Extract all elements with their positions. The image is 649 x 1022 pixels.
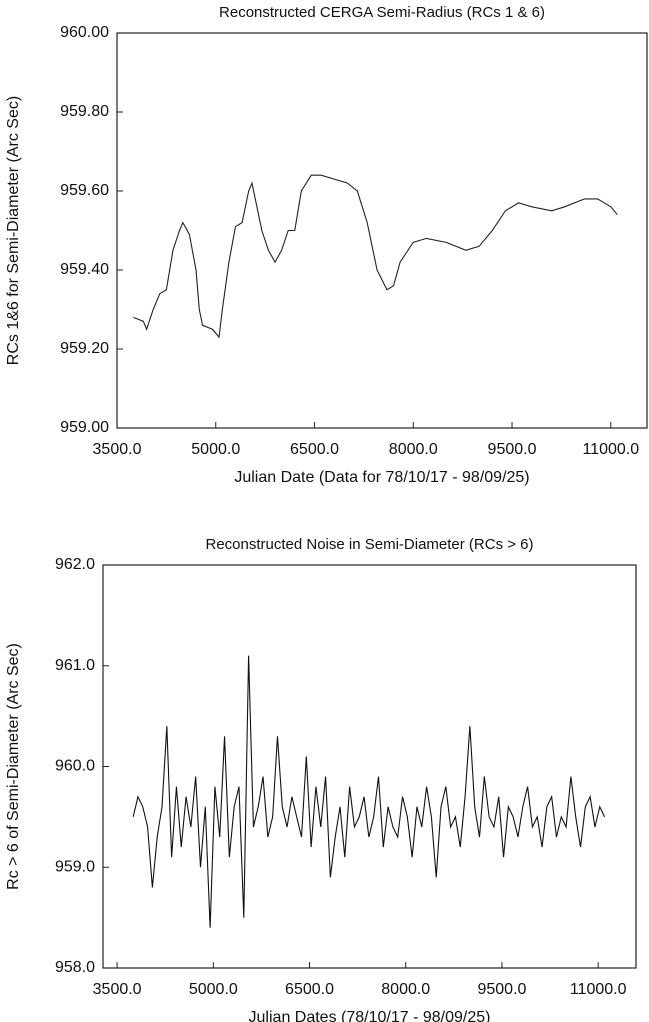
y-tick-label: 962.0 xyxy=(55,556,95,573)
y-tick-label: 959.60 xyxy=(60,182,109,199)
y-tick-label: 959.80 xyxy=(60,103,109,120)
x-tick-label: 8000.0 xyxy=(381,981,430,998)
x-tick-label: 3500.0 xyxy=(93,441,142,458)
x-tick-label: 9500.0 xyxy=(477,981,526,998)
chart-title: Reconstructed Noise in Semi-Diameter (RC… xyxy=(205,536,533,553)
data-line xyxy=(132,655,606,928)
y-tick-label: 959.00 xyxy=(60,419,109,436)
x-tick-label: 5000.0 xyxy=(191,441,240,458)
x-tick-label: 3500.0 xyxy=(93,981,142,998)
y-tick-label: 958.0 xyxy=(55,959,95,976)
x-tick-label: 6500.0 xyxy=(285,981,334,998)
data-line xyxy=(133,174,618,339)
y-axis-label: Rc > 6 of Semi-Diameter (Arc Sec) xyxy=(5,643,22,890)
x-tick-label: 5000.0 xyxy=(189,981,238,998)
y-tick-label: 960.0 xyxy=(55,758,95,775)
y-tick-label: 961.0 xyxy=(55,657,95,674)
x-tick-label: 11000.0 xyxy=(582,441,639,458)
x-tick-label: 8000.0 xyxy=(389,441,438,458)
plot-frame xyxy=(102,564,637,969)
x-axis-label: Julian Date (Data for 78/10/17 - 98/09/2… xyxy=(234,469,529,486)
x-tick-label: 11000.0 xyxy=(570,981,627,998)
y-tick-label: 959.0 xyxy=(55,858,95,875)
y-axis-label: RCs 1&6 for Semi-Diameter (Arc Sec) xyxy=(5,96,22,365)
y-tick-label: 959.40 xyxy=(60,261,109,278)
x-tick-label: 9500.0 xyxy=(488,441,537,458)
y-tick-label: 959.20 xyxy=(60,340,109,357)
chart-title: Reconstructed CERGA Semi-Radius (RCs 1 &… xyxy=(219,4,545,21)
plot-frame xyxy=(116,32,648,429)
x-axis-label: Julian Dates (78/10/17 - 98/09/25) xyxy=(249,1009,491,1022)
x-tick-label: 6500.0 xyxy=(290,441,339,458)
y-tick-label: 960.00 xyxy=(60,24,109,41)
